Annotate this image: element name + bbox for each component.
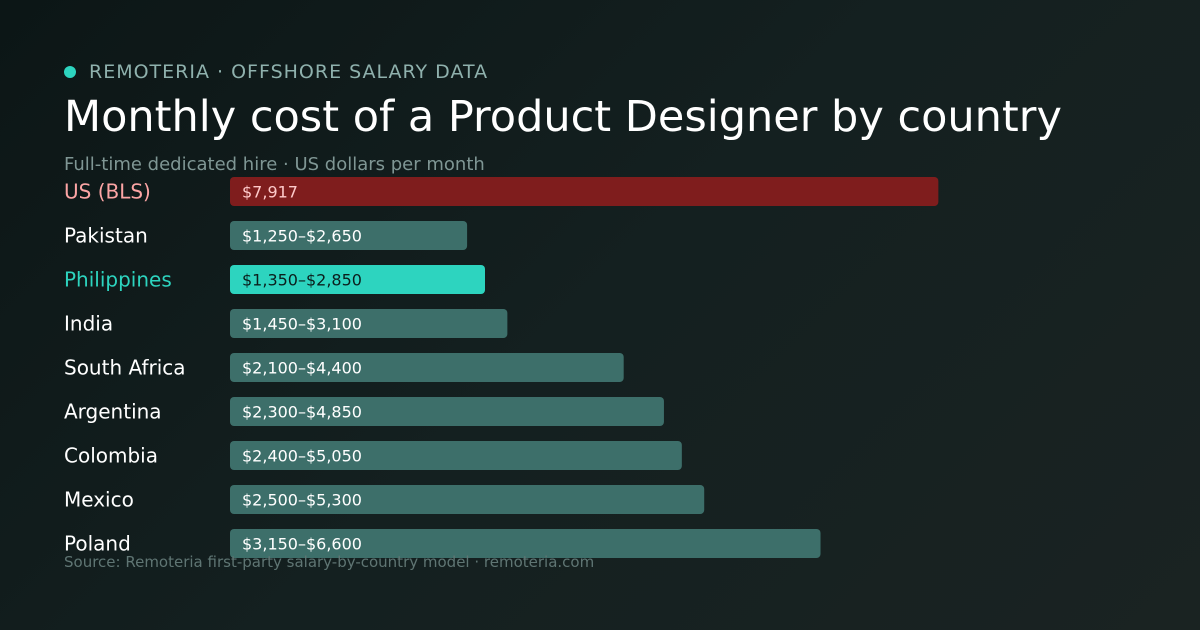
brand-dot-icon [64, 66, 76, 78]
bar [230, 441, 682, 470]
bar-value-label: $2,500–$5,300 [242, 491, 362, 510]
category-label: US (BLS) [64, 180, 151, 204]
bar [230, 353, 624, 382]
category-label: India [64, 312, 113, 336]
bar [230, 265, 485, 294]
brand-label: REMOTERIA · OFFSHORE SALARY DATA [89, 61, 489, 83]
category-label: Argentina [64, 400, 162, 424]
category-label: Mexico [64, 488, 134, 512]
bar [230, 177, 939, 206]
brand-row: REMOTERIA · OFFSHORE SALARY DATA [64, 60, 488, 84]
bar [230, 485, 705, 514]
bar-value-label: $3,150–$6,600 [242, 535, 362, 554]
bar-value-label: $1,350–$2,850 [242, 271, 362, 290]
bar-value-label: $7,917 [242, 183, 298, 202]
bar [230, 397, 664, 426]
bar-value-label: $2,100–$4,400 [242, 359, 362, 378]
page-subtitle: Full-time dedicated hire · US dollars pe… [64, 154, 485, 175]
bar [230, 221, 468, 250]
category-label: South Africa [64, 356, 186, 380]
bar [230, 309, 508, 338]
bar-value-label: $2,400–$5,050 [242, 447, 362, 466]
bar-value-label: $1,250–$2,650 [242, 227, 362, 246]
bar [230, 529, 821, 558]
category-label: Philippines [64, 268, 172, 292]
bar-value-label: $2,300–$4,850 [242, 403, 362, 422]
bar-value-label: $1,450–$3,100 [242, 315, 362, 334]
category-label: Poland [64, 532, 131, 556]
source-note: Source: Remoteria first-party salary-by-… [64, 553, 595, 571]
page-title: Monthly cost of a Product Designer by co… [64, 92, 1062, 142]
category-label: Colombia [64, 444, 158, 468]
category-label: Pakistan [64, 224, 148, 248]
